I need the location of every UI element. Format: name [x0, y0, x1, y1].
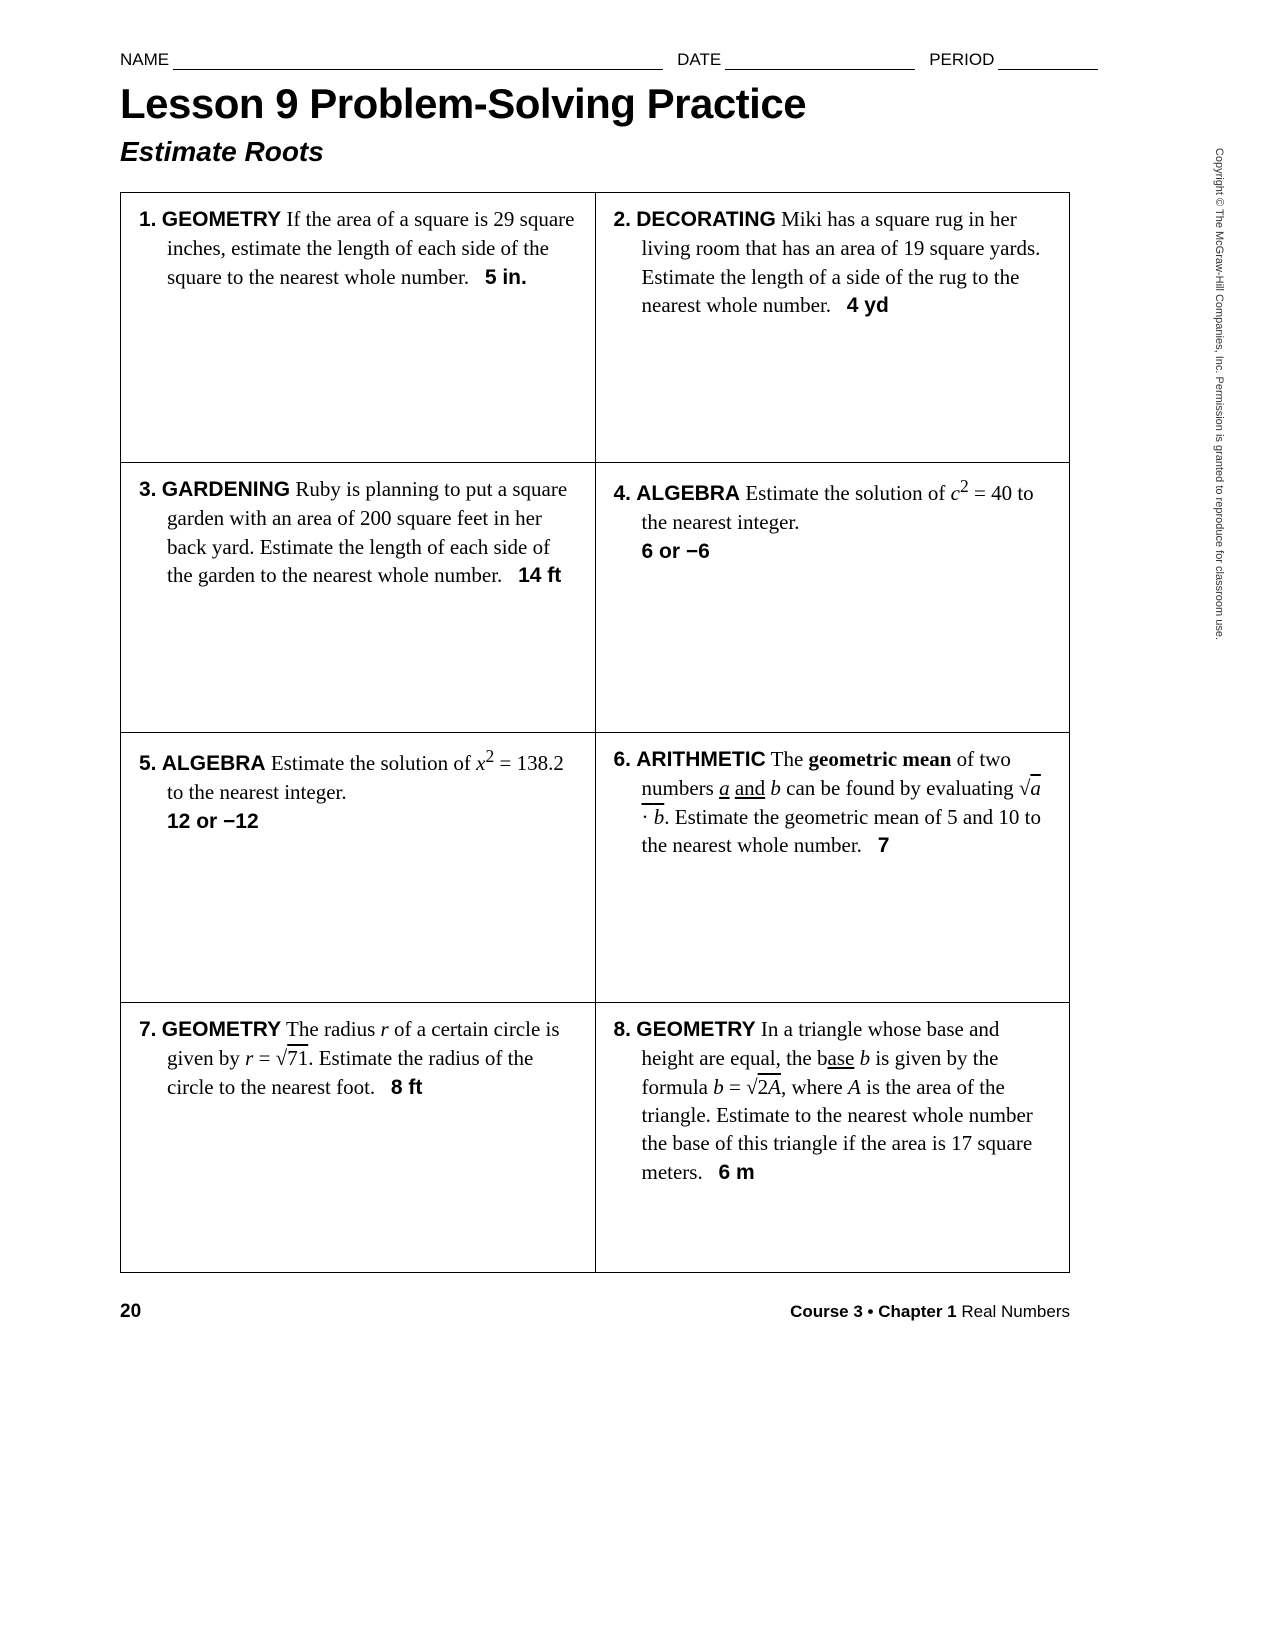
problem-category: GEOMETRY: [162, 208, 281, 231]
worksheet-page: NAME DATE PERIOD Lesson 9 Problem-Solvin…: [0, 0, 1275, 1373]
copyright-text: Copyright © The McGraw-Hill Companies, I…: [1213, 148, 1225, 640]
problem-3: 3. GARDENING Ruby is planning to put a s…: [139, 475, 577, 590]
page-footer: 20 Course 3 • Chapter 1 Real Numbers: [120, 1301, 1070, 1323]
problem-8: 8. GEOMETRY In a triangle whose base and…: [614, 1015, 1052, 1187]
problem-category: GEOMETRY: [636, 1018, 755, 1041]
problem-cell-3: 3. GARDENING Ruby is planning to put a s…: [121, 463, 596, 733]
problem-category: GEOMETRY: [162, 1018, 281, 1041]
lesson-subtitle: Estimate Roots: [120, 136, 1185, 168]
course-info: Course 3 • Chapter 1 Real Numbers: [790, 1302, 1070, 1322]
problem-number: 7.: [139, 1018, 157, 1041]
problem-answer: 8 ft: [391, 1076, 423, 1099]
problem-cell-5: 5. ALGEBRA Estimate the solution of x2 =…: [121, 733, 596, 1003]
problem-number: 1.: [139, 208, 157, 231]
problem-category: ALGEBRA: [162, 752, 266, 775]
problem-cell-1: 1. GEOMETRY If the area of a square is 2…: [121, 193, 596, 463]
problem-number: 5.: [139, 752, 157, 775]
problem-cell-4: 4. ALGEBRA Estimate the solution of c2 =…: [595, 463, 1070, 733]
problem-1: 1. GEOMETRY If the area of a square is 2…: [139, 205, 577, 292]
problem-category: ARITHMETIC: [636, 748, 766, 771]
problem-6: 6. ARITHMETIC The geometric mean of two …: [614, 745, 1052, 860]
problem-answer: 14 ft: [518, 564, 561, 587]
problem-7: 7. GEOMETRY The radius r of a certain ci…: [139, 1015, 577, 1102]
problem-cell-8: 8. GEOMETRY In a triangle whose base and…: [595, 1003, 1070, 1273]
date-label: DATE: [677, 50, 721, 70]
problem-answer: 5 in.: [485, 266, 527, 289]
name-blank[interactable]: [173, 50, 663, 70]
problems-table: 1. GEOMETRY If the area of a square is 2…: [120, 192, 1070, 1273]
problem-category: GARDENING: [162, 478, 290, 501]
problem-answer: 7: [878, 834, 890, 857]
course-bold: Course 3 • Chapter 1: [790, 1302, 957, 1321]
problem-number: 3.: [139, 478, 157, 501]
date-blank[interactable]: [725, 50, 915, 70]
lesson-title: Lesson 9 Problem-Solving Practice: [120, 80, 1185, 128]
problem-2: 2. DECORATING Miki has a square rug in h…: [614, 205, 1052, 320]
problem-answer: 12 or −12: [167, 810, 259, 833]
name-label: NAME: [120, 50, 169, 70]
problem-body: In a triangle whose base and height are …: [642, 1017, 1033, 1184]
problem-5: 5. ALGEBRA Estimate the solution of x2 =…: [139, 745, 577, 836]
problem-4: 4. ALGEBRA Estimate the solution of c2 =…: [614, 475, 1052, 566]
period-blank[interactable]: [998, 50, 1098, 70]
period-label: PERIOD: [929, 50, 994, 70]
problem-number: 6.: [614, 748, 632, 771]
problem-cell-6: 6. ARITHMETIC The geometric mean of two …: [595, 733, 1070, 1003]
problem-answer: 6 or −6: [642, 540, 710, 563]
page-number: 20: [120, 1301, 141, 1323]
problem-cell-7: 7. GEOMETRY The radius r of a certain ci…: [121, 1003, 596, 1273]
problem-category: ALGEBRA: [636, 482, 740, 505]
problem-number: 4.: [614, 482, 632, 505]
problem-answer: 4 yd: [847, 294, 889, 317]
header-row: NAME DATE PERIOD: [120, 50, 1185, 70]
problem-cell-2: 2. DECORATING Miki has a square rug in h…: [595, 193, 1070, 463]
problem-number: 2.: [614, 208, 632, 231]
problem-category: DECORATING: [636, 208, 776, 231]
problem-answer: 6 m: [718, 1161, 754, 1184]
problem-number: 8.: [614, 1018, 632, 1041]
course-rest: Real Numbers: [957, 1302, 1070, 1321]
